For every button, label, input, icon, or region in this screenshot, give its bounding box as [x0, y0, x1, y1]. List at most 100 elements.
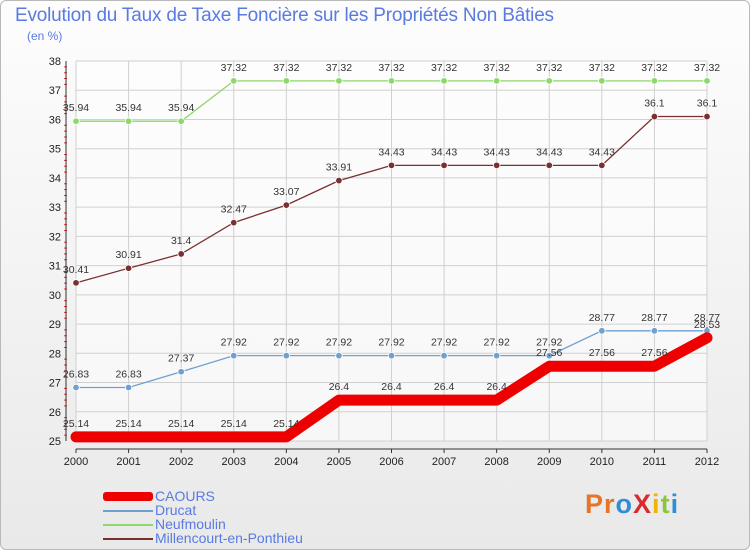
- data-label: 35.94: [63, 102, 89, 114]
- data-label: 34.43: [431, 146, 457, 158]
- data-label: 32.47: [221, 204, 247, 216]
- data-label: 37.32: [694, 62, 720, 74]
- data-point: [72, 383, 80, 392]
- data-label: 33.07: [273, 186, 299, 198]
- data-point: [492, 351, 501, 360]
- data-label: 27.92: [484, 337, 510, 349]
- chart-title: Evolution du Taux de Taxe Foncière sur l…: [15, 5, 554, 26]
- data-label: 27.92: [326, 337, 352, 349]
- data-label: 28.77: [694, 312, 720, 324]
- data-label: 25.14: [273, 418, 299, 430]
- data-point: [387, 77, 396, 85]
- data-point: [177, 368, 185, 376]
- data-point: [545, 77, 553, 85]
- data-point: [72, 279, 80, 287]
- legend-swatch-caours: [103, 492, 153, 501]
- x-tick-label: 2003: [222, 456, 246, 468]
- data-label: 37.32: [536, 62, 562, 74]
- data-point: [545, 161, 553, 170]
- data-label: 25.14: [63, 418, 89, 430]
- data-label: 31.4: [171, 235, 192, 247]
- data-label: 27.56: [641, 347, 667, 359]
- data-label: 30.91: [115, 249, 141, 261]
- data-point: [335, 176, 343, 185]
- y-tick-label: 34: [49, 173, 61, 185]
- y-tick-label: 36: [49, 114, 61, 126]
- x-tick-label: 2004: [274, 456, 298, 468]
- data-point: [440, 161, 448, 170]
- data-label: 37.32: [484, 62, 510, 74]
- data-label: 27.92: [378, 337, 404, 349]
- data-label: 30.41: [63, 264, 89, 276]
- logo-letter: i: [652, 489, 661, 519]
- data-point: [387, 351, 396, 360]
- data-label: 34.43: [484, 146, 510, 158]
- y-tick-label: 35: [49, 144, 61, 156]
- data-point: [545, 351, 553, 360]
- legend-label-millencourt: Millencourt-en-Ponthieu: [155, 530, 303, 546]
- series-line-caours: [70, 332, 713, 443]
- data-label: 37.32: [221, 62, 247, 74]
- data-point: [492, 161, 501, 170]
- data-label: 37.32: [326, 62, 352, 74]
- legend-swatch-neufmoulin: [103, 524, 153, 526]
- data-label: 27.37: [168, 353, 194, 365]
- data-point: [598, 327, 606, 335]
- data-label: 28.53: [694, 319, 720, 331]
- legend-swatch-drucat: [103, 510, 153, 512]
- data-point: [230, 77, 238, 85]
- data-point: [282, 77, 291, 85]
- x-tick-label: 2012: [695, 456, 719, 468]
- legend-swatch-millencourt: [103, 538, 153, 540]
- x-tick-label: 2002: [169, 456, 193, 468]
- data-point: [124, 264, 133, 272]
- data-label: 37.32: [378, 62, 404, 74]
- data-point: [650, 327, 659, 335]
- data-label: 26.4: [434, 381, 455, 393]
- data-label: 35.94: [115, 102, 141, 114]
- data-label: 27.56: [589, 347, 615, 359]
- y-tick-label: 30: [49, 290, 61, 302]
- y-tick-label: 32: [49, 231, 61, 243]
- y-tick-label: 31: [49, 261, 61, 273]
- data-point: [440, 351, 448, 360]
- y-tick-label: 28: [49, 348, 61, 360]
- data-label: 34.43: [378, 146, 404, 158]
- data-label: 34.43: [589, 146, 615, 158]
- x-tick-label: 2005: [327, 456, 351, 468]
- logo-letter: P: [585, 489, 605, 519]
- logo-letter: X: [633, 489, 653, 519]
- x-tick-label: 2011: [643, 456, 667, 468]
- data-label: 27.92: [221, 337, 247, 349]
- y-tick-label: 38: [49, 56, 61, 68]
- data-point: [177, 117, 185, 125]
- data-point: [335, 351, 343, 360]
- x-tick-label: 2000: [64, 456, 88, 468]
- data-point: [650, 77, 659, 85]
- x-tick-label: 2009: [537, 456, 561, 468]
- logo-letter: t: [660, 489, 671, 519]
- data-label: 26.4: [329, 381, 350, 393]
- unit-label: (en %): [27, 29, 63, 43]
- data-label: 28.77: [641, 312, 667, 324]
- data-label: 33.91: [326, 162, 352, 174]
- proxiti-logo: ProXiti: [585, 489, 679, 520]
- data-label: 25.14: [115, 418, 141, 430]
- data-label: 25.14: [221, 418, 247, 430]
- y-tick-label: 33: [49, 202, 61, 214]
- data-label: 35.94: [168, 102, 194, 114]
- x-tick-label: 2006: [379, 456, 403, 468]
- data-point: [124, 383, 133, 392]
- data-point: [703, 112, 711, 121]
- logo-letter: i: [670, 489, 680, 519]
- data-point: [72, 117, 80, 125]
- legend-label-neufmoulin: Neufmoulin: [155, 516, 226, 532]
- y-tick-label: 26: [49, 407, 61, 419]
- x-tick-label: 2008: [484, 456, 508, 468]
- data-point: [282, 351, 291, 360]
- legend-label-drucat: Drucat: [155, 502, 197, 518]
- data-label: 27.92: [273, 337, 299, 349]
- data-point: [230, 351, 238, 360]
